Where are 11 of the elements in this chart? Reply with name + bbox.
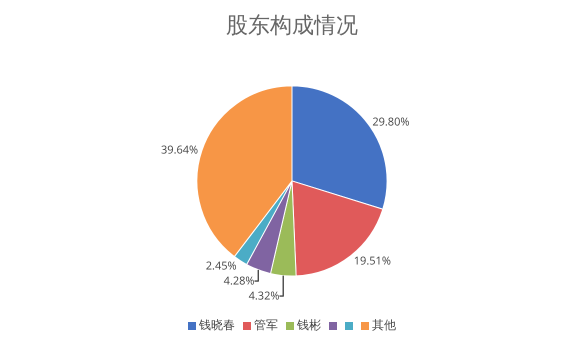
legend-label: 钱晓春 bbox=[199, 317, 235, 334]
data-label: 4.28% bbox=[224, 274, 255, 289]
data-label: 2.45% bbox=[206, 258, 237, 274]
legend-label: 其他 bbox=[372, 317, 396, 334]
legend-label: 钱彬 bbox=[297, 317, 321, 334]
data-label: 4.32% bbox=[248, 288, 280, 304]
chart-title: 股东构成情况 bbox=[226, 12, 358, 38]
data-label: 19.51% bbox=[354, 253, 391, 268]
data-label: 39.64% bbox=[160, 142, 198, 158]
data-label: 29.80% bbox=[372, 114, 410, 130]
legend-label: 管军 bbox=[254, 317, 278, 334]
